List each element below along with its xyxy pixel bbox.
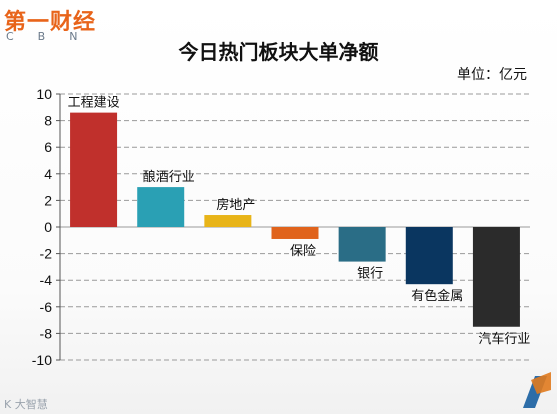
chart-title: 今日热门板块大单净额 [178,40,379,64]
category-label: 有色金属 [411,288,463,304]
category-label: 酿酒行业 [143,169,195,185]
y-tick-label: 2 [44,192,52,208]
category-label: 保险 [290,244,316,259]
y-tick-label: 8 [44,113,52,129]
category-label: 汽车行业 [478,331,530,347]
unit-label: 单位：亿元 [457,67,527,83]
bar-酿酒行业 [137,187,185,227]
bar-有色金属 [405,227,453,285]
logo-subtext: CBN [6,30,102,43]
bar-银行 [338,227,386,262]
bar-保险 [271,227,319,239]
y-tick-label: -2 [40,246,53,262]
corner-logo-icon [523,372,551,408]
bar-房地产 [204,215,252,227]
y-tick-label: -6 [40,299,53,315]
y-tick-label: 10 [36,86,52,102]
y-tick-label: 4 [44,166,52,182]
y-tick-label: -8 [40,325,53,341]
category-label: 房地产 [216,197,255,213]
y-tick-label: -10 [32,352,52,368]
y-tick-label: 6 [44,139,52,155]
y-tick-label: 0 [44,219,52,235]
cbn-logo: 第一财经 CBN [4,4,124,48]
category-label: 工程建设 [68,96,120,111]
bar-汽车行业 [472,227,520,327]
category-label: 银行 [357,267,383,282]
y-tick-label: -4 [40,272,53,288]
footer-brand: K 大智慧 [4,398,48,411]
logo-text: 第一财经 [4,10,97,35]
bar-工程建设 [70,112,118,227]
